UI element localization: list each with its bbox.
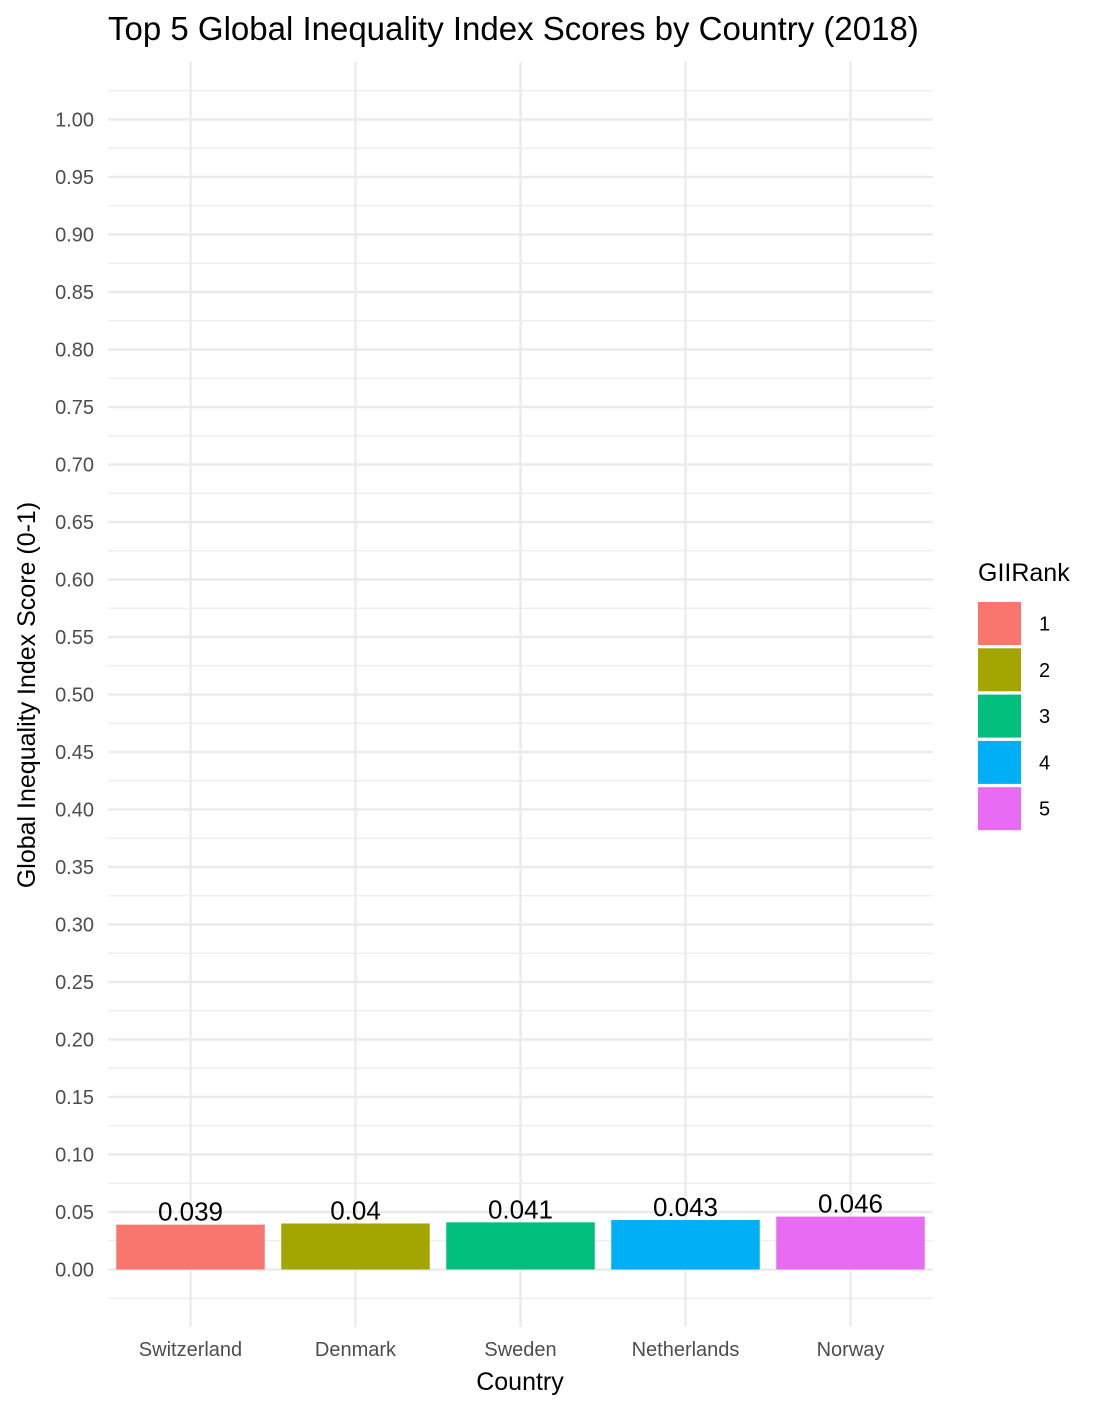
legend: GIIRank 1 2 3 4 5 <box>978 559 1070 831</box>
legend-label: 4 <box>1039 752 1050 774</box>
y-tick-label: 0.40 <box>55 800 94 822</box>
x-tick-label: Netherlands <box>632 1339 740 1361</box>
y-tick-label: 0.50 <box>55 685 94 707</box>
y-tick-label: 0.75 <box>55 397 94 419</box>
data-label: 0.039 <box>158 1197 223 1227</box>
x-tick-label: Switzerland <box>139 1339 242 1361</box>
x-tick-label: Norway <box>817 1339 885 1361</box>
x-tick-label: Denmark <box>315 1339 397 1361</box>
bar-sweden <box>446 1222 595 1270</box>
bar-norway <box>776 1216 925 1270</box>
legend-label: 1 <box>1039 614 1050 636</box>
data-label: 0.04 <box>330 1196 381 1226</box>
y-tick-label: 1.00 <box>55 110 94 132</box>
grid-lines <box>108 62 933 1327</box>
legend-key-4 <box>978 740 1021 784</box>
y-tick-label: 0.00 <box>55 1260 94 1282</box>
data-labels: 0.039 0.04 0.041 0.043 0.046 <box>158 1189 883 1227</box>
y-tick-label: 0.20 <box>55 1030 94 1052</box>
data-label: 0.046 <box>818 1189 883 1219</box>
y-tick-label: 0.30 <box>55 915 94 937</box>
chart-title: Top 5 Global Inequality Index Scores by … <box>108 10 919 47</box>
bar-netherlands <box>611 1220 760 1270</box>
y-tick-label: 0.85 <box>55 282 94 304</box>
legend-title: GIIRank <box>978 559 1070 587</box>
bar-switzerland <box>116 1224 265 1270</box>
y-tick-label: 0.60 <box>55 570 94 592</box>
legend-label: 3 <box>1039 706 1050 728</box>
bars <box>116 1216 925 1270</box>
legend-key-2 <box>978 648 1021 692</box>
bar-denmark <box>281 1223 430 1270</box>
legend-key-1 <box>978 602 1021 645</box>
y-tick-label: 0.05 <box>55 1202 94 1224</box>
legend-label: 2 <box>1039 660 1050 682</box>
data-label: 0.041 <box>488 1194 553 1224</box>
y-tick-label: 0.90 <box>55 225 94 247</box>
y-tick-label: 0.45 <box>55 742 94 764</box>
legend-key-5 <box>978 787 1021 831</box>
y-tick-label: 0.10 <box>55 1145 94 1167</box>
y-tick-label: 0.25 <box>55 972 94 994</box>
x-axis-title: Country <box>476 1368 564 1396</box>
legend-key-3 <box>978 694 1021 738</box>
y-tick-label: 0.70 <box>55 455 94 477</box>
x-axis-ticks: Switzerland Denmark Sweden Netherlands Norwa… <box>139 1339 885 1361</box>
y-tick-label: 0.35 <box>55 857 94 879</box>
legend-label: 5 <box>1039 799 1050 821</box>
data-label: 0.043 <box>653 1192 718 1222</box>
y-tick-label: 0.95 <box>55 167 94 189</box>
y-tick-label: 0.15 <box>55 1087 94 1109</box>
y-tick-label: 0.65 <box>55 512 94 534</box>
y-axis-title: Global Inequality Index Score (0-1) <box>13 502 41 888</box>
y-tick-label: 0.80 <box>55 340 94 362</box>
y-axis-ticks: 0.00 0.05 0.10 0.15 0.20 0.25 0.30 0.35 0.40 0.45… <box>55 110 94 1282</box>
y-tick-label: 0.55 <box>55 627 94 649</box>
x-tick-label: Sweden <box>484 1339 556 1361</box>
